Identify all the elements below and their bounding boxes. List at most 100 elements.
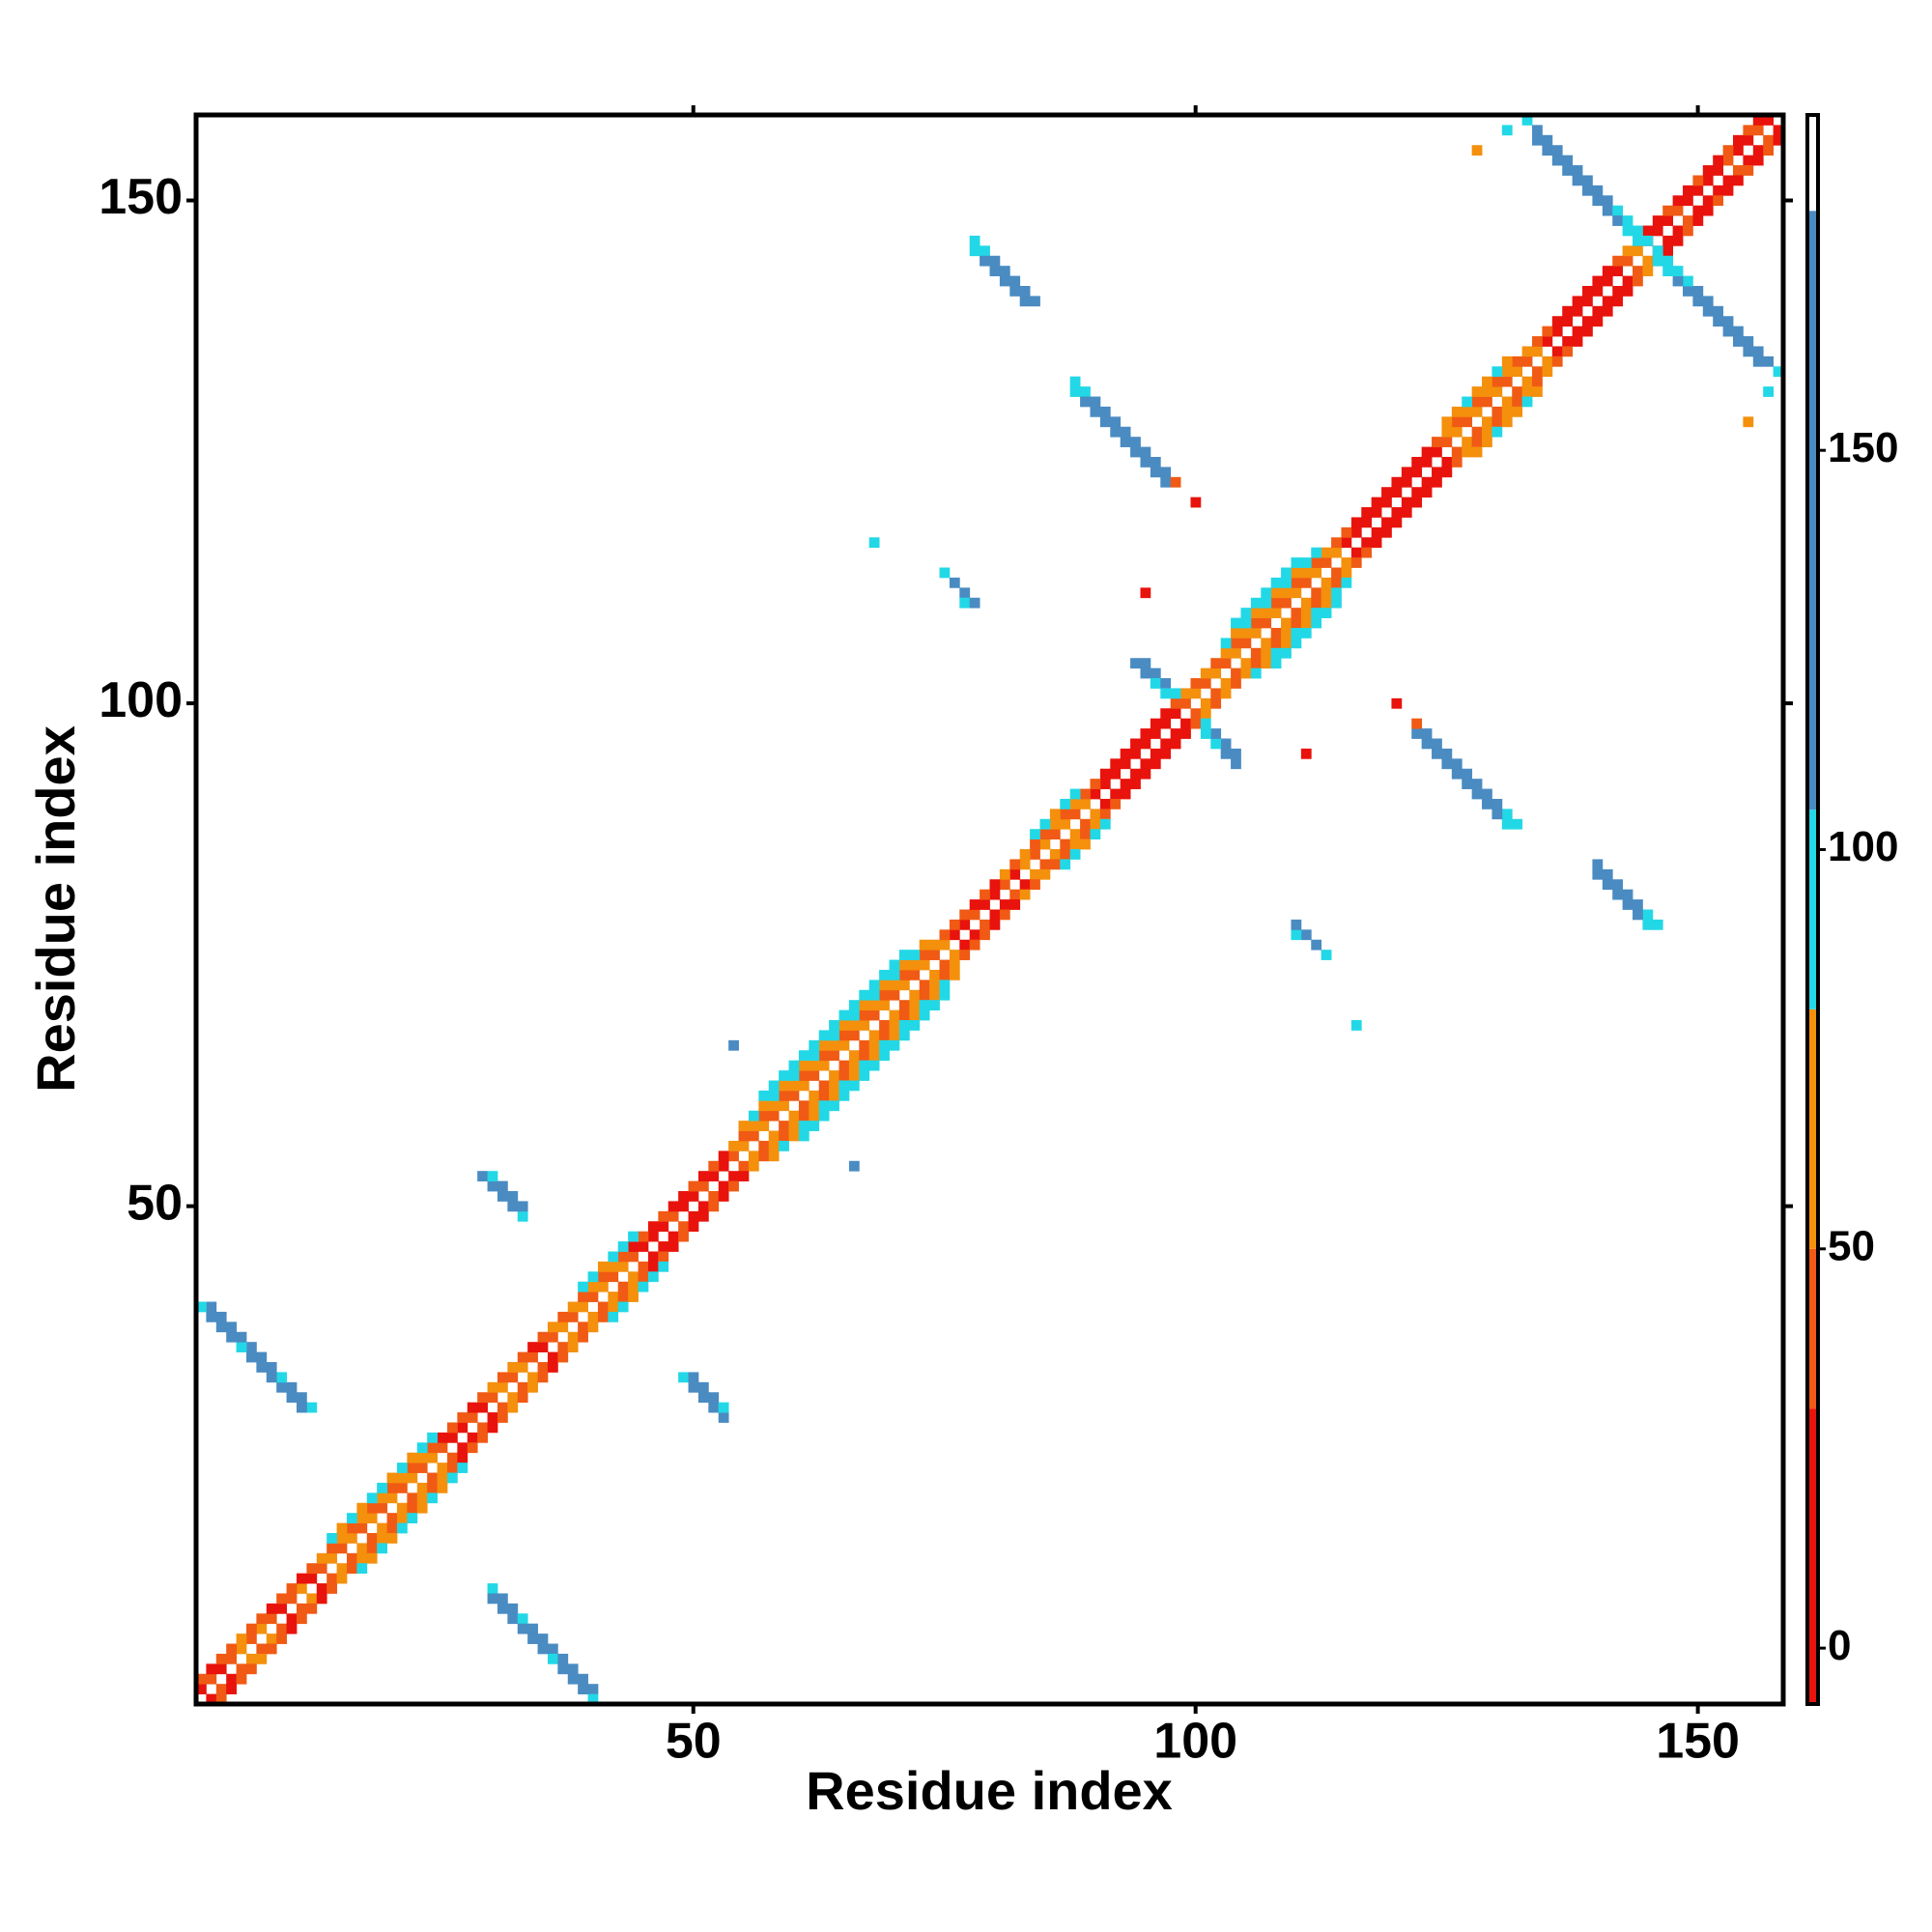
heatmap-cell (1662, 215, 1674, 226)
heatmap-cell (1551, 155, 1563, 166)
heatmap-cell (196, 1301, 207, 1313)
heatmap-cell (1281, 627, 1292, 639)
heatmap-cell (788, 1070, 800, 1081)
heatmap-cell (487, 1180, 498, 1192)
heatmap-cell (1713, 165, 1724, 176)
heatmap-cell (929, 980, 940, 991)
heatmap-cell (1110, 768, 1122, 780)
heatmap-cell (1019, 849, 1031, 860)
heatmap-cell (909, 1009, 921, 1021)
heatmap-cell (1300, 608, 1312, 618)
heatmap-cell (1099, 818, 1111, 830)
heatmap-cell (969, 939, 980, 951)
heatmap-cell (818, 1039, 830, 1051)
heatmap-cell (206, 1301, 217, 1313)
heatmap-cell (1572, 326, 1583, 337)
heatmap-cell (407, 1452, 418, 1463)
heatmap-cell (1180, 728, 1191, 739)
heatmap-cell (306, 1402, 318, 1413)
heatmap-cell (1501, 355, 1513, 367)
heatmap-cell (1231, 627, 1241, 639)
heatmap-cell (1733, 145, 1744, 156)
heatmap-cell (446, 1452, 458, 1463)
heatmap-cell (377, 1533, 387, 1544)
heatmap-cell (1763, 355, 1775, 367)
heatmap-cell (1300, 567, 1312, 579)
heatmap-cell (547, 1331, 558, 1343)
heatmap-cell (708, 1201, 720, 1212)
heatmap-cell (1080, 386, 1091, 397)
heatmap-cell (1532, 376, 1543, 387)
heatmap-cell (848, 1050, 860, 1062)
heatmap-cell (859, 1039, 870, 1051)
heatmap-cell (1049, 849, 1061, 860)
heatmap-cell (206, 1663, 217, 1675)
heatmap-cell (1150, 668, 1161, 679)
heatmap-cell (567, 1673, 579, 1685)
heatmap-cell (768, 1080, 780, 1092)
heatmap-cell (1220, 688, 1232, 699)
heatmap-cell (1733, 165, 1744, 176)
heatmap-cell (1592, 285, 1604, 297)
heatmap-cell (1672, 266, 1684, 276)
heatmap-cell (889, 1039, 900, 1051)
heatmap-cell (1743, 336, 1754, 347)
heatmap-cell (1190, 708, 1202, 720)
heatmap-cell (1471, 145, 1483, 156)
heatmap-cell (1291, 587, 1302, 599)
heatmap-cell (688, 1210, 699, 1222)
heatmap-cell (1752, 125, 1764, 136)
heatmap-cell (1562, 155, 1574, 166)
heatmap-cell (1401, 497, 1412, 508)
heatmap-cell (1401, 507, 1412, 518)
heatmap-cell (969, 899, 980, 910)
heatmap-cell (1451, 446, 1463, 458)
heatmap-cell (1361, 547, 1373, 558)
heatmap-cell (1743, 134, 1754, 146)
heatmap-cell (427, 1442, 438, 1454)
heatmap-cell (768, 1090, 780, 1101)
heatmap-cell (356, 1543, 368, 1554)
heatmap-cell (939, 929, 951, 941)
heatmap-cell (798, 1070, 810, 1081)
heatmap-cell (909, 959, 921, 971)
heatmap-cell (1261, 608, 1272, 618)
heatmap-cell (838, 1070, 850, 1081)
heatmap-cell (708, 1171, 720, 1182)
heatmap-cell (1270, 647, 1282, 659)
heatmap-cell (346, 1552, 357, 1564)
heatmap-cell (1130, 446, 1141, 458)
heatmap-cell (939, 969, 951, 980)
heatmap-cell (1592, 275, 1604, 287)
heatmap-cell (1321, 608, 1332, 618)
heatmap-cell (215, 1321, 227, 1333)
heatmap-cell (809, 1050, 820, 1062)
heatmap-cell (798, 1060, 810, 1071)
heatmap-cell (1361, 507, 1373, 518)
heatmap-cell (1752, 155, 1764, 166)
heatmap-cell (1683, 185, 1693, 196)
heatmap-cell (1441, 416, 1453, 428)
heatmap-cell (1231, 678, 1241, 689)
heatmap-cell (446, 1463, 458, 1473)
heatmap-cell (1391, 697, 1403, 709)
heatmap-cell (989, 879, 1001, 891)
heatmap-cell (829, 1030, 839, 1041)
heatmap-cell (416, 1463, 428, 1473)
heatmap-cell (838, 1039, 850, 1051)
heatmap-cell (779, 1090, 789, 1101)
heatmap-cell (497, 1191, 508, 1202)
heatmap-cell (1441, 758, 1453, 770)
heatmap-cell (507, 1191, 519, 1202)
heatmap-cell (1281, 617, 1292, 629)
heatmap-cell (1341, 537, 1352, 549)
heatmap-cell (1250, 627, 1262, 639)
heatmap-cell (829, 1080, 839, 1092)
heatmap-cell (437, 1482, 448, 1493)
heatmap-cell (427, 1472, 438, 1484)
heatmap-cell (1270, 627, 1282, 639)
heatmap-cell (1270, 597, 1282, 609)
heatmap-cell (377, 1502, 387, 1514)
heatmap-cell (1451, 758, 1463, 770)
heatmap-cell (346, 1563, 357, 1575)
